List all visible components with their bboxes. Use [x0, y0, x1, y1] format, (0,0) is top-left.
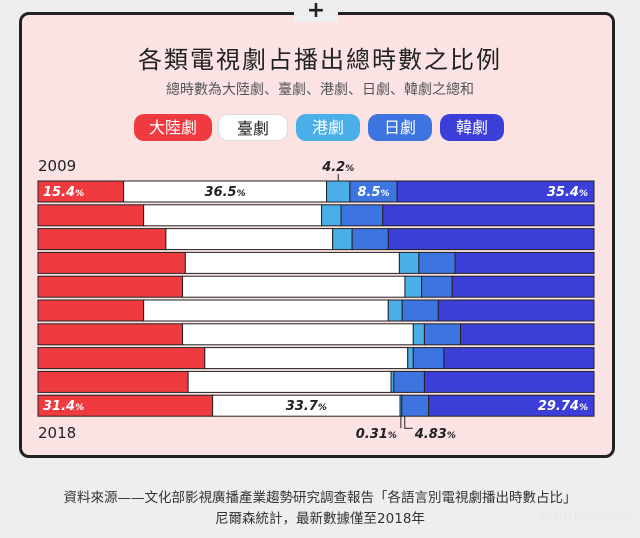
chart-title: 各類電視劇占播出總時數之比例	[138, 46, 502, 74]
bar-segment-korea-row-4	[454, 251, 595, 274]
year-label-end: 2018	[38, 424, 76, 442]
bar-segment-china-row-8	[37, 347, 206, 370]
bar-segment-japan-row-4	[418, 251, 456, 274]
bar-segment-japan-row-8	[412, 347, 445, 370]
source-note: 資料來源——文化部影視廣播產業趨勢研究調查報告「各語言別電視劇播出時數占比」 尼…	[0, 488, 640, 530]
data-label-top-china: 15.4%	[43, 185, 84, 200]
bar-segment-taiwan-row-2	[143, 204, 323, 227]
data-label-top-japan: 8.5%	[358, 185, 390, 200]
plus-icon: +	[294, 0, 338, 22]
source-line-2: 尼爾森統計，最新數據僅至2018年	[215, 511, 425, 527]
bar-segment-taiwan-row-4	[184, 251, 400, 274]
bar-segment-hongkong-row-2	[321, 204, 342, 227]
bar-segment-japan-row-7	[423, 323, 462, 346]
legend-item-china: 大陸劇	[134, 114, 212, 141]
bar-segment-hongkong-row-5	[404, 275, 423, 298]
bar-segment-japan-row-9	[393, 370, 425, 393]
bar-segment-taiwan-row-6	[143, 299, 389, 322]
bar-segment-hongkong-row-8	[407, 347, 414, 370]
bar-segment-hongkong-row-4	[398, 251, 420, 274]
bar-segment-taiwan-row-9	[187, 370, 392, 393]
legend: 大陸劇 臺劇 港劇 日劇 韓劇	[0, 114, 640, 142]
callout-line-bottom-japan	[404, 416, 413, 429]
data-label-top-hongkong: 4.2%	[321, 160, 354, 175]
data-label-top-taiwan: 36.5%	[205, 185, 246, 200]
bar-segment-hongkong-row-6	[387, 299, 403, 322]
data-label-bottom-japan: 4.83%	[414, 427, 456, 442]
bar-segment-china-row-5	[37, 275, 184, 298]
data-label-bottom-china: 31.4%	[43, 399, 84, 414]
bar-segment-taiwan-row-5	[182, 275, 406, 298]
bar-segment-japan-row-5	[421, 275, 453, 298]
data-label-top-korea: 35.4%	[547, 185, 588, 200]
legend-item-japan: 日劇	[368, 114, 432, 141]
bar-segment-korea-row-10	[428, 394, 595, 417]
data-label-bottom-hongkong: 0.31%	[356, 427, 397, 442]
bar-segment-japan-row-2	[340, 204, 384, 227]
bar-segment-korea-row-2	[382, 204, 595, 227]
bar-segment-hongkong-row-1	[326, 180, 351, 203]
bar-segment-china-row-4	[37, 251, 186, 274]
bar-segment-china-row-9	[37, 370, 189, 393]
bar-segment-korea-row-7	[460, 323, 595, 346]
legend-item-korea: 韓劇	[440, 114, 504, 141]
bar-segment-japan-row-3	[351, 228, 389, 251]
bar-segment-china-row-2	[37, 204, 145, 227]
legend-item-hongkong: 港劇	[296, 114, 360, 141]
bar-segment-hongkong-row-7	[412, 323, 425, 346]
bar-segment-korea-row-9	[423, 370, 595, 393]
bar-segment-japan-row-6	[401, 299, 439, 322]
data-label-bottom-korea: 29.74%	[538, 399, 588, 414]
source-line-1: 資料來源——文化部影視廣播產業趨勢研究調查報告「各語言別電視劇播出時數占比」	[63, 490, 577, 506]
bar-segment-china-row-6	[37, 299, 145, 322]
bar-segment-taiwan-row-8	[204, 347, 409, 370]
bar-segment-korea-row-6	[437, 299, 595, 322]
bar-segment-hongkong-row-3	[332, 228, 353, 251]
bar-segment-taiwan-row-3	[165, 228, 334, 251]
legend-item-taiwan: 臺劇	[218, 114, 288, 141]
data-label-bottom-taiwan: 33.7%	[286, 399, 327, 414]
bar-segment-korea-row-3	[387, 228, 595, 251]
bar-segment-china-row-7	[37, 323, 184, 346]
watermark: 风闻社区@宁雨山	[537, 509, 634, 523]
bar-segment-taiwan-row-7	[182, 323, 414, 346]
bar-segment-japan-row-10	[401, 394, 430, 417]
bar-segment-korea-row-1	[396, 180, 595, 203]
bar-segment-china-row-3	[37, 228, 167, 251]
year-label-start: 2009	[38, 157, 76, 175]
bar-segment-korea-row-8	[443, 347, 595, 370]
bar-segment-korea-row-5	[451, 275, 595, 298]
chart-subtitle: 總時數為大陸劇、臺劇、港劇、日劇、韓劇之總和	[166, 82, 474, 98]
